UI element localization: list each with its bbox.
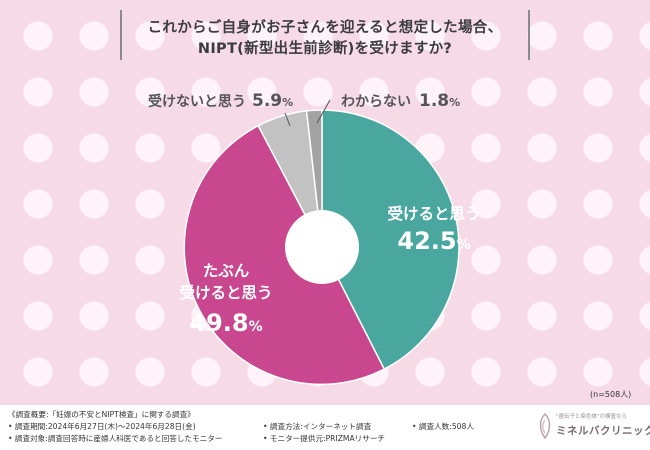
label-maybe-line1: たぶん: [203, 262, 250, 280]
footer-count: • 調査人数:508人: [412, 422, 474, 431]
label-no-text: 受けないと思う: [148, 93, 246, 110]
label-maybe-line2: 受けると思う: [179, 283, 272, 302]
clinic-logo-icon: [539, 412, 551, 440]
footer-provider: • モニター提供元:PRIZMAリサーチ: [263, 434, 386, 443]
label-unknown: わからない 1.8%: [341, 91, 460, 111]
footer-target: • 調査対象:調査回答時に産婦人科医であると回答したモニター: [8, 434, 223, 443]
title-box: これからご自身がお子さんを迎えると想定した場合、 NIPT(新型出生前診断)を受…: [120, 10, 530, 60]
footer-method: • 調査方法:インターネット調査: [263, 422, 372, 431]
sample-size-label: (n=508人): [590, 390, 632, 399]
label-no: 受けないと思う 5.9%: [148, 91, 293, 111]
donut-chart: 受けると思う 42.5% たぶん 受けると思う 49.8% 受けないと思う 5.9…: [148, 91, 481, 386]
label-yes-text: 受けると思う: [387, 204, 480, 223]
chart-title-line-1: これからご自身がお子さんを迎えると想定した場合、: [147, 20, 503, 36]
slice-maybe: [183, 124, 386, 386]
footer: [0, 405, 650, 450]
label-yes-number: 42.5: [397, 227, 456, 255]
label-unknown-number: 1.8: [419, 91, 449, 111]
footer-overview: 《調査概要:「妊娠の不安とNIPT検査」に関する調査》: [8, 410, 195, 419]
label-no-number: 5.9: [252, 91, 282, 111]
footer-period: • 調査期間:2024年6月27日(木)～2024年6月28日(金): [8, 422, 196, 431]
label-unknown-unit: %: [449, 96, 460, 109]
chart-title-line-2: NIPT(新型出生前診断)を受けますか?: [197, 41, 453, 57]
slice-yes: [321, 109, 460, 371]
label-maybe-unit: %: [249, 319, 263, 335]
label-yes-value: 42.5%: [397, 227, 470, 255]
leader-line-no: [284, 112, 291, 127]
clinic-logo: "遺伝子と染色体"の検査なら ミネルバクリニック: [536, 410, 650, 442]
clinic-logo-name: ミネルバクリニック: [556, 425, 650, 437]
label-maybe-value: 49.8%: [189, 309, 262, 337]
label-unknown-text: わからない: [341, 94, 411, 110]
label-yes-unit: %: [457, 237, 471, 253]
label-maybe-number: 49.8: [189, 309, 248, 337]
donut-hole: [285, 210, 359, 284]
clinic-logo-subtitle: "遺伝子と染色体"の検査なら: [556, 414, 628, 420]
leader-line-unknown: [316, 99, 331, 124]
label-no-unit: %: [282, 96, 293, 109]
